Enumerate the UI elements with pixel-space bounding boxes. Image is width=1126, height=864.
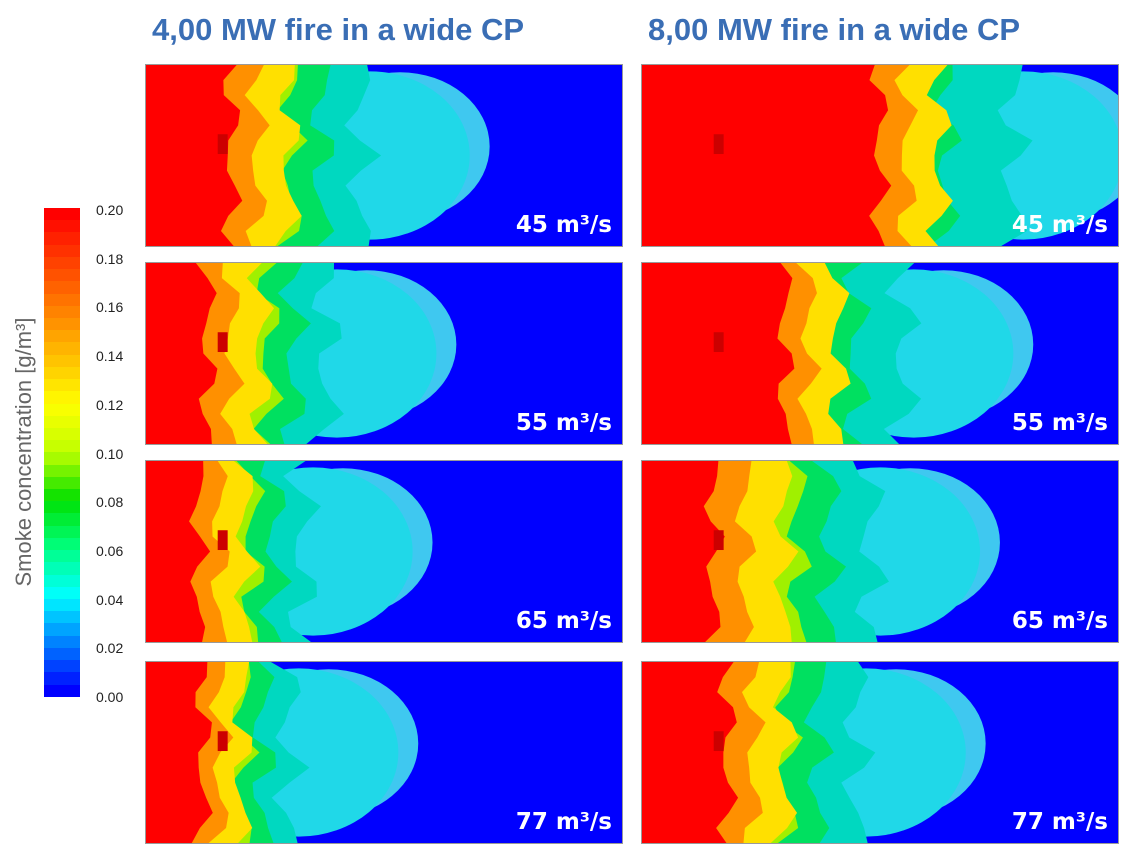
colorbar-band (44, 684, 80, 697)
colorbar-band (44, 489, 80, 502)
fire-source (713, 332, 724, 353)
flow-rate-label: 65 m³/s (515, 608, 612, 634)
colorbar-band (44, 574, 80, 587)
colorbar-tick-label: 0.06 (96, 542, 124, 559)
colorbar-band (44, 220, 80, 233)
fire-source (217, 332, 228, 353)
colorbar-band (44, 501, 80, 514)
colorbar-band (44, 366, 80, 380)
smoke-contour-plot (642, 263, 1034, 444)
colorbar-band (44, 525, 80, 538)
colorbar-band (44, 208, 80, 221)
colorbar (44, 208, 80, 697)
colorbar-axis-label: Smoke concentration [g/m³] (11, 317, 36, 587)
smoke-contour-plot (146, 461, 433, 642)
concentration-region (146, 65, 243, 246)
simulation-panel-left-3: 65 m³/s (145, 460, 623, 643)
colorbar-band (44, 317, 80, 331)
colorbar-band (44, 635, 80, 648)
colorbar-band (44, 440, 80, 453)
colorbar-band (44, 305, 80, 318)
colorbar-band (44, 513, 80, 526)
smoke-contour-plot (146, 263, 457, 444)
simulation-panel-right-2: 55 m³/s (641, 262, 1119, 445)
colorbar-band (44, 660, 80, 673)
colorbar-band (44, 476, 80, 490)
colorbar-band (44, 403, 80, 416)
concentration-region (146, 662, 213, 843)
colorbar-tick-label: 0.00 (96, 689, 124, 705)
colorbar-tick-label: 0.16 (96, 299, 124, 316)
colorbar-band (44, 244, 80, 257)
concentration-region (642, 263, 795, 444)
left-column-title: 4,00 MW fire in a wide CP (152, 12, 525, 47)
colorbar-tick-label: 0.10 (96, 445, 124, 462)
colorbar-band (44, 379, 80, 392)
simulation-panel-right-1: 45 m³/s (641, 64, 1119, 247)
fire-source (217, 530, 228, 551)
flow-rate-label: 77 m³/s (1011, 809, 1108, 835)
fire-source (713, 530, 724, 551)
colorbar-band (44, 611, 80, 624)
concentration-region (642, 662, 739, 843)
colorbar-band (44, 391, 80, 404)
simulation-panel-left-1: 45 m³/s (145, 64, 623, 247)
fire-source (217, 134, 228, 155)
colorbar-band (44, 427, 80, 441)
flow-rate-label: 65 m³/s (1011, 608, 1108, 634)
flow-rate-label: 77 m³/s (515, 809, 612, 835)
colorbar-tick-label: 0.04 (96, 591, 124, 608)
colorbar-band (44, 623, 80, 636)
colorbar-band (44, 256, 80, 270)
colorbar-band (44, 647, 80, 661)
smoke-contour-plot (642, 662, 986, 843)
colorbar-tick-label: 0.18 (96, 250, 124, 267)
fire-source (217, 731, 228, 752)
flow-rate-label: 45 m³/s (1011, 212, 1108, 238)
concentration-region (642, 461, 725, 642)
concentration-region (642, 65, 892, 246)
flow-rate-label: 45 m³/s (515, 212, 612, 238)
colorbar-band (44, 281, 80, 294)
simulation-panel-left-2: 55 m³/s (145, 262, 623, 445)
simulation-panel-right-3: 65 m³/s (641, 460, 1119, 643)
colorbar-tick-label: 0.20 (96, 202, 124, 218)
colorbar-tick-label: 0.08 (96, 494, 124, 511)
colorbar-band (44, 672, 80, 685)
colorbar-band (44, 269, 80, 282)
concentration-region (146, 263, 218, 444)
smoke-contour-plot (642, 65, 1118, 246)
smoke-contour-plot (146, 65, 490, 246)
colorbar-band (44, 354, 80, 367)
right-column-title: 8,00 MW fire in a wide CP (648, 12, 1021, 47)
fire-source (713, 731, 724, 752)
colorbar-band (44, 599, 80, 612)
colorbar-band (44, 415, 80, 428)
smoke-contour-plot (146, 662, 419, 843)
colorbar-band (44, 464, 80, 477)
fire-source (713, 134, 724, 155)
flow-rate-label: 55 m³/s (1011, 410, 1108, 436)
colorbar-band (44, 330, 80, 343)
colorbar-band (44, 586, 80, 599)
simulation-panel-left-4: 77 m³/s (145, 661, 623, 844)
colorbar-tick-label: 0.12 (96, 396, 124, 413)
colorbar-band (44, 452, 80, 465)
colorbar-tick-label: 0.02 (96, 640, 124, 657)
colorbar-band (44, 562, 80, 575)
colorbar-band (44, 537, 80, 551)
smoke-contour-plot (642, 461, 1000, 642)
flow-rate-label: 55 m³/s (515, 410, 612, 436)
colorbar-band (44, 293, 80, 306)
colorbar-band (44, 232, 80, 245)
colorbar-band (44, 342, 80, 355)
concentration-region (146, 461, 211, 642)
colorbar-tick-label: 0.14 (96, 348, 124, 365)
simulation-panel-right-4: 77 m³/s (641, 661, 1119, 844)
colorbar-band (44, 550, 80, 563)
